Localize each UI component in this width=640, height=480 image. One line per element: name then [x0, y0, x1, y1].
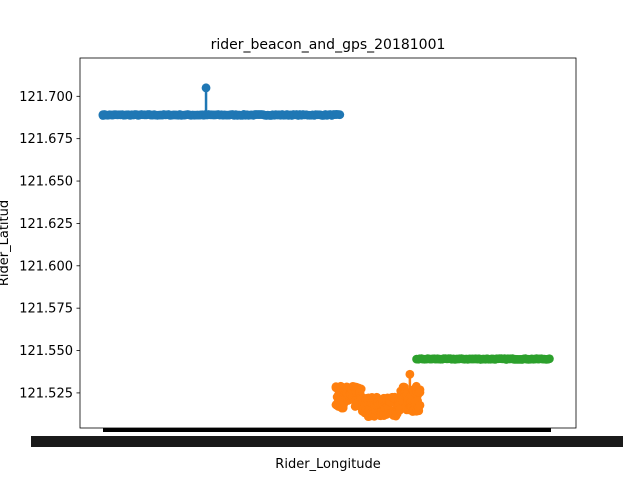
x-tick-labels-overlapping [31, 436, 623, 447]
chart-title: rider_beacon_and_gps_20181001 [211, 37, 446, 53]
y-tick-label: 121.700 [19, 90, 73, 105]
y-tick-label: 121.675 [19, 132, 73, 147]
y-tick-label: 121.575 [19, 302, 73, 317]
y-axis: 121.525 121.550 121.575 121.600 121.625 121.6… [19, 90, 80, 401]
y-tick-label: 121.550 [19, 344, 73, 359]
data-point-outlier [201, 83, 211, 93]
y-axis-label: Rider_Latitud [0, 200, 12, 286]
data-point-outlier [405, 369, 415, 379]
y-tick-label: 121.625 [19, 217, 73, 232]
x-tick-band [103, 428, 551, 432]
data-point [415, 400, 425, 410]
y-tick-label: 121.600 [19, 259, 73, 274]
data-point [415, 385, 425, 395]
y-tick-label: 121.650 [19, 175, 73, 190]
x-axis-label: Rider_Longitude [275, 457, 380, 472]
x-axis [31, 428, 623, 447]
data-point [335, 110, 345, 120]
data-point [545, 354, 554, 364]
y-tick-label: 121.525 [19, 386, 73, 401]
data-marks [98, 83, 554, 422]
data-point [356, 384, 366, 394]
data-point [98, 110, 108, 120]
